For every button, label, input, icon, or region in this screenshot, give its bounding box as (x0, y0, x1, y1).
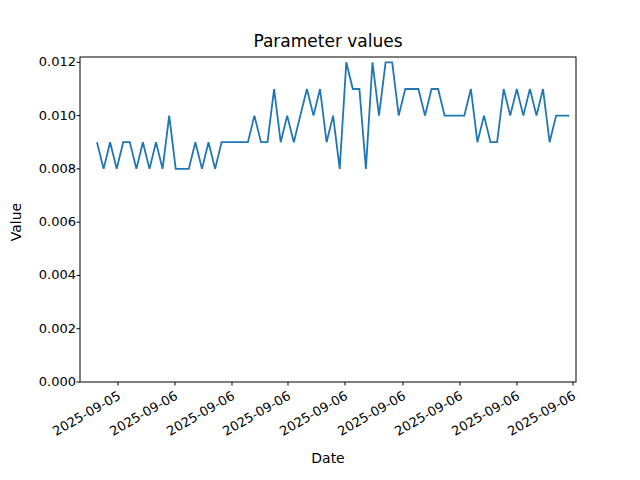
x-axis-label: Date (80, 450, 576, 466)
y-tick-label: 0.010 (28, 108, 76, 124)
chart-title: Parameter values (80, 31, 576, 51)
y-tick-label: 0.008 (28, 161, 76, 177)
y-tick-label: 0.004 (28, 267, 76, 283)
y-tick-label: 0.012 (28, 54, 76, 70)
y-tick-label: 0.006 (28, 214, 76, 230)
figure-canvas: Parameter values Date Value 0.000 0.002 0.… (0, 0, 640, 480)
y-tick-label: 0.000 (28, 374, 76, 390)
y-tick-label: 0.002 (28, 321, 76, 337)
y-axis-label: Value (8, 203, 24, 241)
series-line (97, 62, 569, 169)
